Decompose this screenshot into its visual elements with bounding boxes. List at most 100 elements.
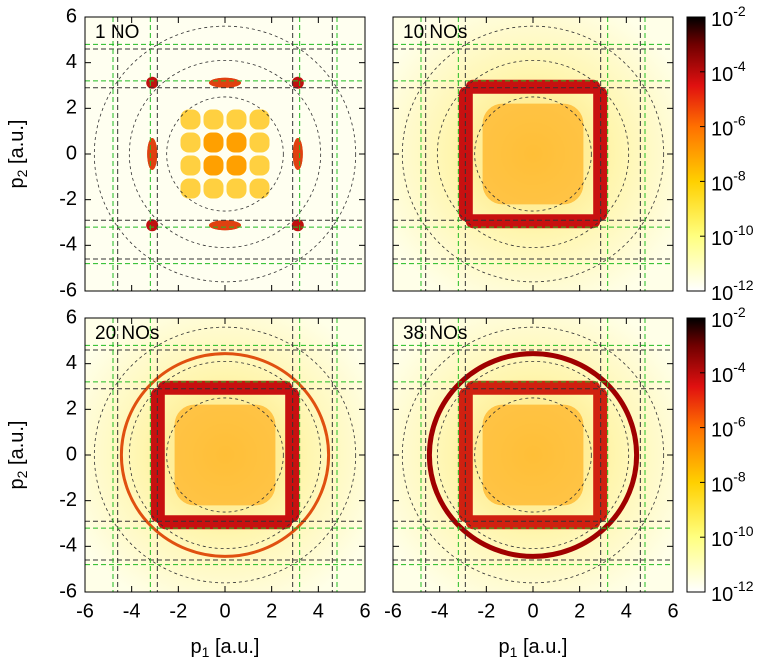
density-band (465, 515, 601, 530)
tick-exponent: -2 (733, 304, 746, 320)
tick-base: 10 (711, 420, 733, 442)
y-tick-label: -4 (59, 535, 77, 557)
x-tick-label: -4 (431, 600, 449, 622)
tick-exponent: -10 (733, 222, 753, 238)
panel-label: 20 NOs (95, 323, 159, 344)
guide-circle (166, 96, 284, 212)
tick-exponent: -6 (733, 413, 746, 429)
guide-circle (401, 25, 665, 283)
density-band (465, 79, 601, 94)
density-blob (180, 178, 201, 199)
y-tick-label: -2 (59, 188, 77, 210)
y-tick-label: 0 (66, 443, 77, 465)
density-band (157, 380, 293, 395)
tick-base: 10 (711, 584, 733, 606)
x-tick-label: -6 (76, 600, 94, 622)
y-axis-label: p2 [a.u.] (6, 120, 29, 189)
guide-circle (436, 360, 630, 550)
density-blob (146, 219, 159, 232)
y-tick-label: -2 (59, 489, 77, 511)
tick-base: 10 (711, 9, 733, 31)
tick-exponent: -4 (733, 359, 746, 375)
y-axis-label: p2 [a.u.] (6, 421, 29, 490)
density-blob (203, 132, 224, 153)
x-axis-label: p1 [a.u.] (191, 636, 260, 659)
tick-exponent: -12 (733, 277, 753, 293)
density-blob (249, 132, 270, 153)
colorbar (686, 317, 706, 593)
density-core (174, 404, 276, 506)
x-tick-label: 6 (667, 600, 678, 622)
density-core (482, 404, 584, 506)
label-main: p (191, 636, 202, 658)
label-sub: 2 (14, 470, 30, 478)
density-blob (180, 109, 201, 130)
label-unit: [a.u.] (6, 120, 28, 170)
tick-base: 10 (711, 119, 733, 141)
panel-label: 10 NOs (403, 22, 467, 43)
colorbar-tick-label: 10-8 (711, 468, 746, 497)
y-tick-label: 2 (66, 97, 77, 119)
density-blob (203, 178, 224, 199)
tick-base: 10 (711, 283, 733, 305)
density-blob (209, 220, 241, 231)
tick-exponent: -4 (733, 58, 746, 74)
guide-circle (436, 59, 630, 249)
y-tick-label: 6 (66, 5, 77, 27)
guide-circle (93, 326, 357, 584)
colorbar (686, 16, 706, 292)
y-tick-label: -6 (59, 279, 77, 301)
tick-exponent: -8 (733, 167, 746, 183)
density-blob (203, 155, 224, 176)
x-tick-label: 2 (574, 600, 585, 622)
x-axis-label: p1 [a.u.] (499, 636, 568, 659)
label-main: p (6, 177, 28, 188)
heatmap (85, 17, 365, 291)
y-tick-label: 4 (66, 51, 77, 73)
x-tick-label: 0 (527, 600, 538, 622)
label-unit: [a.u.] (6, 421, 28, 471)
label-sub: 1 (202, 644, 210, 660)
guide-circle (401, 326, 665, 584)
y-tick-label: -6 (59, 580, 77, 602)
x-tick-label: 4 (621, 600, 632, 622)
tick-base: 10 (711, 529, 733, 551)
label-unit: [a.u.] (209, 636, 259, 658)
panel-label: 1 NO (95, 22, 139, 43)
x-tick-label: -2 (169, 600, 187, 622)
density-blob (180, 155, 201, 176)
colorbar-tick-label: 10-6 (711, 413, 746, 442)
density-blob (146, 76, 159, 89)
colorbar-tick-label: 10-4 (711, 359, 746, 388)
tick-base: 10 (711, 64, 733, 86)
colorbar-tick-label: 10-12 (711, 578, 754, 607)
tick-exponent: -12 (733, 578, 753, 594)
tick-exponent: -6 (733, 112, 746, 128)
heatmap (393, 17, 673, 291)
x-tick-label: -6 (384, 600, 402, 622)
density-core (482, 103, 584, 205)
y-tick-label: -4 (59, 234, 77, 256)
density-blob (226, 109, 247, 130)
density-blob (291, 76, 304, 89)
density-blob (291, 219, 304, 232)
x-tick-label: -4 (123, 600, 141, 622)
density-blob (226, 132, 247, 153)
label-main: p (6, 478, 28, 489)
density-band (465, 214, 601, 229)
density-blob (209, 77, 241, 88)
guide-circle (474, 96, 592, 212)
density-ring (426, 351, 640, 559)
tick-exponent: -8 (733, 468, 746, 484)
density-blob (147, 138, 158, 170)
guide-circle (128, 360, 322, 550)
tick-base: 10 (711, 174, 733, 196)
colorbar-tick-label: 10-4 (711, 58, 746, 87)
x-tick-label: 2 (266, 600, 277, 622)
colorbar-tick-label: 10-6 (711, 112, 746, 141)
x-tick-label: 0 (219, 600, 230, 622)
